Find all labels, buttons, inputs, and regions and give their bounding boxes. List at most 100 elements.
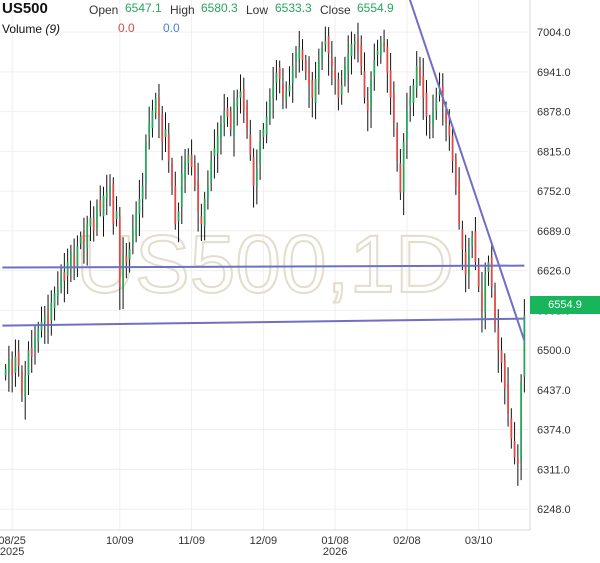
candle-body <box>4 369 7 376</box>
candle-body <box>63 271 66 281</box>
price-tick-label: 6941.0 <box>537 67 571 79</box>
candle-body <box>494 292 496 325</box>
volume-label: Volume (9) <box>2 22 60 36</box>
candle <box>272 66 275 119</box>
candle-body <box>83 231 85 243</box>
candle-body <box>11 359 14 376</box>
candle <box>523 299 526 393</box>
candle <box>73 238 76 281</box>
candle-body <box>236 97 239 107</box>
current-price-tag: 6554.9 <box>530 296 600 314</box>
candle-body <box>86 223 89 248</box>
candle-body <box>34 337 36 352</box>
candle-body <box>138 198 141 214</box>
candle <box>454 153 457 195</box>
trendlines <box>2 0 526 342</box>
candle <box>324 26 327 52</box>
candle <box>193 155 196 192</box>
candle <box>242 77 245 124</box>
candle <box>63 253 66 303</box>
candle <box>370 71 372 129</box>
volume-value-2: 0.0 <box>163 21 180 35</box>
candle <box>11 351 14 393</box>
candle-body <box>373 59 376 77</box>
candle-body <box>92 217 95 231</box>
candle-body <box>327 35 330 54</box>
time-tick-label: 03/10 <box>465 535 493 547</box>
price-axis: 7004.0 6941.0 6878.0 6815.0 6752.0 6689.0 6626… <box>529 0 571 530</box>
candle-body <box>490 256 493 288</box>
candle-body <box>285 91 288 101</box>
candle-body <box>477 266 480 288</box>
candle <box>520 374 523 481</box>
candle-body <box>268 97 271 120</box>
candle <box>301 39 304 71</box>
candle-body <box>112 183 115 224</box>
candle-body <box>497 327 500 351</box>
time-tick-label: 08/25 <box>0 535 26 547</box>
candle <box>330 41 333 86</box>
candle-body <box>334 68 337 79</box>
candle-body <box>262 129 265 137</box>
candle-body <box>422 76 425 98</box>
trendline[interactable] <box>2 264 525 269</box>
trendline[interactable] <box>404 0 526 342</box>
candle <box>76 235 79 277</box>
candle <box>255 149 258 205</box>
trendline[interactable] <box>2 317 525 327</box>
time-tick-label: 10/09 <box>106 535 134 547</box>
candle-body <box>389 70 392 98</box>
price-tick-label: 6752.0 <box>537 186 571 198</box>
candle <box>392 81 395 137</box>
candle <box>406 92 408 159</box>
candle <box>145 134 147 200</box>
price-tick-label: 7004.0 <box>537 27 571 39</box>
candle <box>96 199 98 236</box>
candle-body <box>445 109 447 124</box>
candle <box>285 81 288 109</box>
candle-body <box>210 160 213 184</box>
close-label: Close <box>320 3 351 17</box>
candle <box>451 124 454 173</box>
candle <box>122 237 124 310</box>
candle-body <box>415 66 418 88</box>
candle <box>308 56 310 108</box>
candle <box>481 271 483 333</box>
candle-body <box>99 200 102 212</box>
candle <box>174 171 177 230</box>
candle <box>389 53 392 115</box>
open-value: 6547.1 <box>125 1 162 15</box>
candle-body <box>265 116 268 135</box>
candle <box>474 217 477 271</box>
candle-body <box>337 78 340 98</box>
candle-body <box>242 88 245 111</box>
candle <box>513 422 516 465</box>
candle <box>86 215 89 266</box>
candle-body <box>308 70 310 86</box>
candle-body <box>295 53 297 62</box>
candle-body <box>454 158 457 187</box>
candle <box>125 242 128 279</box>
candle-body <box>50 302 53 320</box>
candle-body <box>428 121 431 124</box>
candle-body <box>197 181 200 212</box>
candle <box>295 46 297 79</box>
candle-body <box>330 58 333 67</box>
candle-body <box>409 97 412 106</box>
candle-body <box>207 186 209 199</box>
candle-body <box>360 45 363 67</box>
candle <box>503 353 506 405</box>
candle-body <box>220 123 222 139</box>
candle-body <box>164 129 167 137</box>
candle <box>304 54 307 81</box>
candle-body <box>141 186 144 199</box>
candle-body <box>190 154 193 168</box>
candle-body <box>125 255 128 262</box>
candle <box>340 70 343 105</box>
candle-body <box>79 236 82 244</box>
candle-body <box>304 59 307 73</box>
candle <box>118 206 121 310</box>
